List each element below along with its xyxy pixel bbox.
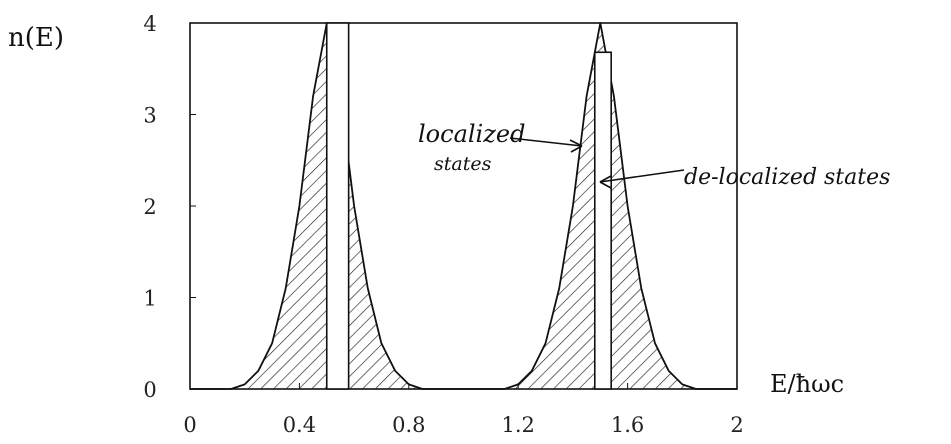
y-tick-label: 4	[143, 12, 156, 36]
x-axis-title: E/ħωc	[770, 370, 844, 398]
x-tick-label: 0.8	[392, 413, 425, 437]
annotation-delocalized: de-localized states	[684, 165, 890, 190]
annotation-delocalized-arrowhead	[599, 175, 612, 189]
x-tick-label: 1.2	[501, 413, 534, 437]
y-tick-label: 0	[143, 378, 156, 402]
annotation-localized-line1: localized	[418, 120, 525, 148]
y-axis-title: n(E)	[8, 23, 64, 53]
dos-curve	[190, 22, 737, 390]
annotation-delocalized-arrow	[599, 169, 685, 183]
delocalized-band-1	[593, 51, 612, 390]
localized-states-fill	[190, 23, 737, 389]
y-tick-label: 2	[143, 195, 156, 219]
localized-area	[190, 23, 737, 389]
y-tick-label: 1	[143, 287, 156, 311]
x-axis-ticks: 0 0.4 0.8 1.2 1.6 2	[183, 383, 744, 437]
y-axis-ticks: 0 1 2 3 4	[143, 12, 196, 402]
x-tick-label: 0.4	[283, 413, 316, 437]
delocalized-bands	[325, 22, 612, 390]
dos-curve-line	[190, 22, 737, 390]
x-tick-label: 1.6	[611, 413, 644, 437]
y-tick-label: 3	[143, 104, 156, 128]
x-tick-label: 0	[183, 413, 196, 437]
annotation-localized-arrow	[509, 137, 583, 147]
plot-frame	[189, 22, 738, 390]
annotation-localized-arrowhead	[569, 139, 583, 153]
x-tick-label: 2	[730, 413, 743, 437]
delocalized-band-0	[325, 22, 350, 390]
annotation-localized-line2: states	[434, 153, 492, 175]
